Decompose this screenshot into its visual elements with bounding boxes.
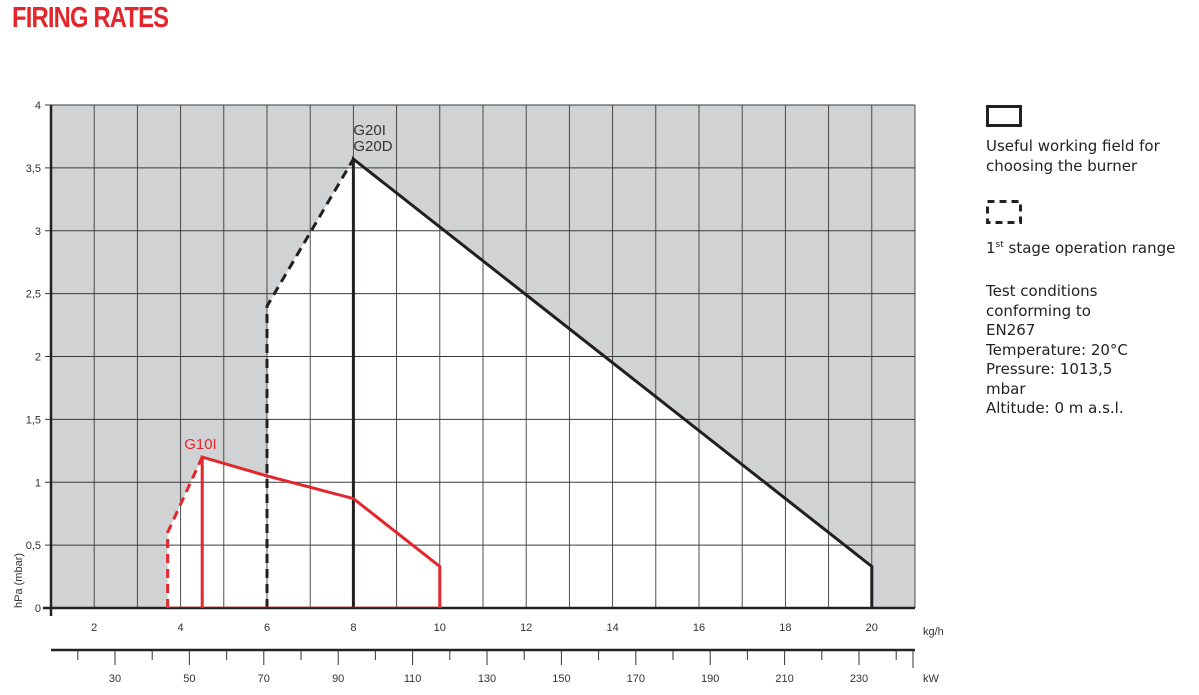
solid-box-icon [986, 105, 1022, 127]
firing-rates-chart: 0 0,5 1 1,5 2 2,5 3 3,5 4 hPa (mbar) 2 4 6 8 10 12 14 16 1… [13, 100, 944, 685]
y-tick-label: 3 [35, 226, 41, 238]
x-tick-label: 14 [606, 622, 618, 634]
x-tick-label: 2 [91, 622, 97, 634]
series-label: G20I [353, 122, 386, 139]
x-tick-label: 4 [178, 622, 184, 634]
kw-tick-label: 230 [850, 673, 868, 685]
first-stage-line [166, 456, 204, 608]
series-label: G10I [184, 436, 217, 453]
kw-tick-label: 190 [701, 673, 719, 685]
kw-tick-label: 70 [258, 673, 270, 685]
y-tick-label: 4 [35, 100, 41, 112]
kw-tick-label: 30 [109, 673, 121, 685]
condition-line: mbar [986, 379, 1026, 398]
x-tick-label: 12 [520, 622, 532, 634]
y-tick-label: 1 [35, 477, 41, 489]
x-tick-label: 6 [264, 622, 270, 634]
working-field-line [200, 455, 442, 608]
condition-line: Pressure: 1013,5 [986, 360, 1113, 378]
kw-tick-label: 50 [183, 673, 195, 685]
page-title: FIRING RATES [12, 2, 169, 34]
kw-axis-label: kW [923, 673, 940, 685]
kw-tick-label: 130 [478, 673, 496, 685]
legend: Useful working field for choosing the bu… [986, 105, 1186, 419]
y-tick-label: 1,5 [26, 414, 41, 426]
legend-solid-label: Useful working field for choosing the bu… [986, 137, 1160, 175]
y-axis-label: hPa (mbar) [13, 553, 25, 608]
kw-tick-label: 170 [627, 673, 645, 685]
dashed-box-icon [986, 200, 1022, 224]
series-label: G20D [353, 138, 392, 155]
x-tick-label: 20 [866, 622, 878, 634]
x-tick-label: 10 [434, 622, 446, 634]
condition-line: conforming to [986, 301, 1091, 320]
x-axis-label: kg/h [923, 626, 944, 638]
x-tick-label: 8 [350, 622, 356, 634]
condition-line: Test conditions [986, 282, 1098, 300]
working-field-line [351, 155, 874, 608]
kw-tick-label: 150 [552, 673, 570, 685]
kw-tick-label: 110 [404, 673, 422, 685]
y-tick-label: 0,5 [26, 540, 41, 552]
test-conditions: Test conditions conforming to EN267 Temp… [986, 282, 1186, 419]
y-tick-label: 3,5 [26, 163, 41, 175]
y-tick-label: 0 [35, 603, 41, 615]
x-tick-label: 16 [693, 622, 705, 634]
x-tick-label: 18 [779, 622, 791, 634]
kw-tick-label: 90 [332, 673, 344, 685]
legend-dashed-label: 1st stage operation range [986, 236, 1186, 259]
condition-line: Altitude: 0 m a.s.l. [986, 399, 1124, 417]
condition-line: EN267 [986, 321, 1036, 339]
dashed-sup: st [995, 239, 1004, 250]
y-tick-label: 2,5 [26, 289, 41, 301]
dashed-prefix: 1 [986, 238, 996, 257]
first-stage-line [265, 158, 355, 608]
dashed-label-text: stage operation range [1003, 238, 1176, 257]
condition-line: Temperature: 20°C [986, 340, 1128, 359]
y-tick-label: 2 [35, 352, 41, 364]
kw-tick-label: 210 [775, 673, 793, 685]
